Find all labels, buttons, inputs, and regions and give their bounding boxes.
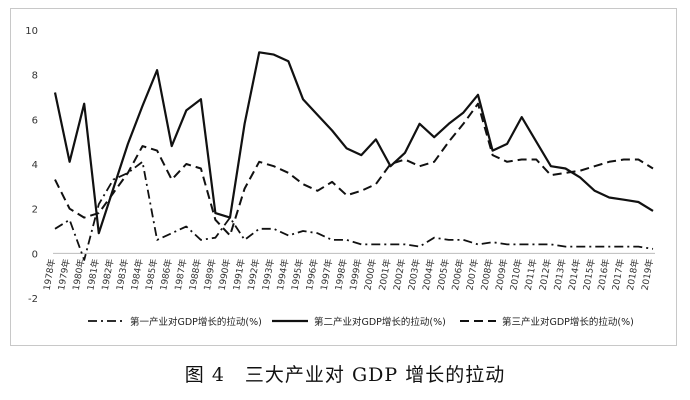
x-tick-label-35: 2013年 bbox=[551, 258, 568, 292]
series-line-1 bbox=[54, 160, 654, 261]
x-tick-label-21: 1999年 bbox=[347, 258, 364, 292]
x-tick-label-26: 2004年 bbox=[420, 258, 437, 292]
x-tick-label-17: 1995年 bbox=[289, 258, 306, 292]
x-tick-label-32: 2010年 bbox=[507, 258, 524, 292]
x-tick-label-19: 1997年 bbox=[318, 258, 335, 292]
x-tick-label-40: 2018年 bbox=[624, 258, 641, 292]
series-line-2 bbox=[53, 51, 654, 235]
x-tick-label-31: 2009年 bbox=[493, 258, 510, 292]
figure-caption: 图 4 三大产业对 GDP 增长的拉动 bbox=[184, 364, 506, 386]
x-tick-label-28: 2006年 bbox=[449, 258, 466, 292]
x-tick-label-4: 1982年 bbox=[99, 258, 116, 292]
x-tick-label-34: 2012年 bbox=[536, 258, 553, 292]
x-tick-label-29: 2007年 bbox=[464, 258, 481, 292]
x-tick-label-27: 2005年 bbox=[434, 258, 451, 292]
x-tick-label-16: 1994年 bbox=[274, 258, 291, 292]
series-line-3 bbox=[54, 102, 654, 237]
x-tick-label-3: 1981年 bbox=[84, 258, 101, 292]
x-tick-label-30: 2008年 bbox=[478, 258, 495, 292]
x-tick-label-24: 2002年 bbox=[391, 258, 408, 292]
x-tick-label-7: 1985年 bbox=[143, 258, 160, 292]
x-tick-label-15: 1993年 bbox=[259, 258, 276, 292]
x-tick-label-38: 2016年 bbox=[595, 258, 612, 292]
x-tick-label-14: 1992年 bbox=[245, 258, 262, 292]
x-tick-label-33: 2011年 bbox=[522, 258, 539, 292]
y-tick-label-2: 2 bbox=[32, 205, 38, 216]
x-tick-label-36: 2014年 bbox=[566, 258, 583, 292]
x-tick-label-23: 2001年 bbox=[376, 258, 393, 292]
x-tick-label-11: 1989年 bbox=[201, 258, 218, 292]
x-tick-label-25: 2003年 bbox=[405, 258, 422, 292]
x-tick-label-1: 1979年 bbox=[55, 258, 72, 292]
x-tick-label-22: 2000年 bbox=[361, 258, 378, 292]
x-tick-label-10: 1988年 bbox=[186, 258, 203, 292]
legend-label-2: 第二产业对GDP增长的拉动(%) bbox=[314, 316, 446, 328]
x-tick-label-37: 2015年 bbox=[580, 258, 597, 292]
x-tick-label-39: 2017年 bbox=[609, 258, 626, 292]
y-tick-label-6: 6 bbox=[32, 115, 38, 126]
x-tick-label-12: 1990年 bbox=[216, 258, 233, 292]
y-tick-label-10: 10 bbox=[25, 26, 38, 37]
legend-label-1: 第一产业对GDP增长的拉动(%) bbox=[130, 316, 262, 328]
chart-frame bbox=[10, 8, 677, 346]
x-tick-label-20: 1998年 bbox=[332, 258, 349, 292]
x-tick-label-2: 1980年 bbox=[70, 258, 87, 292]
x-tick-label-0: 1978年 bbox=[41, 258, 58, 292]
x-tick-label-6: 1984年 bbox=[128, 258, 145, 292]
x-tick-label-8: 1986年 bbox=[157, 258, 174, 292]
x-tick-label-9: 1987年 bbox=[172, 258, 189, 292]
legend-label-3: 第三产业对GDP增长的拉动(%) bbox=[502, 316, 634, 328]
y-tick-label-8: 8 bbox=[32, 71, 38, 82]
x-tick-label-13: 1991年 bbox=[230, 258, 247, 292]
y-tick-label-0: 0 bbox=[32, 249, 38, 260]
x-tick-label-18: 1996年 bbox=[303, 258, 320, 292]
y-tick-label-4: 4 bbox=[32, 160, 38, 171]
x-tick-label-5: 1983年 bbox=[114, 258, 131, 292]
x-tick-label-41: 2019年 bbox=[639, 258, 656, 292]
y-tick-label-neg2: -2 bbox=[28, 294, 38, 305]
